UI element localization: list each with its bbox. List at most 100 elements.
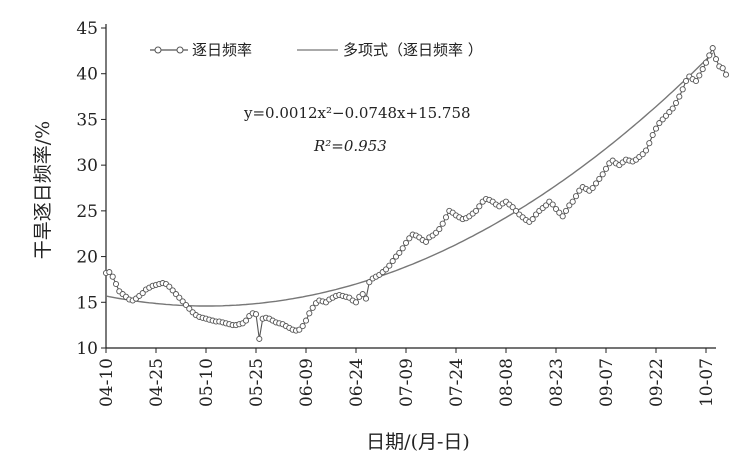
series-point bbox=[646, 140, 653, 147]
series-point bbox=[299, 323, 306, 330]
series-point bbox=[389, 258, 396, 265]
series-point bbox=[649, 131, 656, 139]
x-tick-label: 09-22 bbox=[647, 358, 667, 407]
series-point bbox=[472, 207, 480, 214]
y-tick-label: 25 bbox=[76, 202, 98, 222]
series-point bbox=[392, 253, 400, 260]
series-point bbox=[592, 180, 600, 187]
series-point bbox=[559, 213, 566, 220]
series-point bbox=[672, 99, 680, 107]
series-point bbox=[542, 202, 550, 209]
series-point bbox=[176, 294, 183, 301]
series-point bbox=[666, 109, 673, 116]
x-tick-label: 04-10 bbox=[97, 358, 117, 407]
series-point bbox=[596, 175, 603, 182]
x-tick-label: 10-07 bbox=[697, 358, 717, 407]
series-point bbox=[186, 305, 193, 312]
series-point bbox=[302, 317, 310, 324]
legend-series-marker bbox=[176, 46, 184, 54]
series-point bbox=[642, 147, 650, 154]
series-layer bbox=[102, 45, 730, 342]
series-point bbox=[692, 77, 700, 85]
series-point bbox=[359, 291, 366, 298]
x-axis-title: 日期/(月-日) bbox=[366, 431, 470, 453]
fit-layer bbox=[105, 52, 714, 307]
x-tick-label: 04-25 bbox=[147, 358, 167, 407]
series-point bbox=[679, 86, 686, 93]
x-tick-label: 05-25 bbox=[247, 358, 267, 407]
x-tick-label: 08-08 bbox=[497, 358, 517, 407]
series-point bbox=[706, 52, 713, 59]
series-line bbox=[105, 46, 727, 339]
series-point bbox=[529, 216, 536, 223]
series-point bbox=[296, 326, 303, 333]
series-point bbox=[702, 59, 710, 66]
series-point bbox=[719, 65, 726, 72]
series-point bbox=[309, 304, 316, 311]
y-tick-label: 35 bbox=[76, 110, 98, 130]
series-point bbox=[406, 235, 413, 242]
series-point bbox=[712, 56, 720, 63]
series-point bbox=[169, 287, 176, 294]
y-tick-label: 30 bbox=[76, 156, 98, 176]
series-point bbox=[656, 120, 663, 127]
y-axis-title: 干旱逐日频率/% bbox=[32, 121, 54, 259]
legend-series-marker bbox=[154, 46, 162, 54]
series-point bbox=[722, 71, 730, 78]
series-point bbox=[366, 279, 373, 286]
series-point bbox=[652, 125, 660, 132]
series-point bbox=[552, 205, 560, 213]
y-tick-label: 45 bbox=[76, 19, 98, 39]
x-tick-label: 05-10 bbox=[197, 358, 217, 407]
series-point bbox=[589, 184, 596, 192]
x-tick-label: 08-23 bbox=[547, 358, 567, 407]
series-point bbox=[182, 301, 190, 309]
x-tick-label: 06-24 bbox=[347, 358, 367, 407]
series-point bbox=[572, 193, 580, 200]
series-point bbox=[432, 229, 440, 236]
series-point bbox=[562, 207, 570, 214]
series-point bbox=[439, 220, 446, 227]
fit-curve bbox=[105, 52, 714, 307]
series-point bbox=[639, 151, 646, 158]
legend-label-fit: 多项式（逐日频率 ） bbox=[343, 41, 483, 59]
series-point bbox=[566, 202, 573, 209]
series-point bbox=[569, 198, 576, 205]
y-tick-label: 40 bbox=[76, 65, 98, 85]
series-point bbox=[662, 112, 670, 119]
legend-label-observed: 逐日频率 bbox=[192, 41, 252, 59]
series-point bbox=[549, 201, 556, 208]
series-point bbox=[599, 171, 606, 178]
series-point bbox=[362, 295, 370, 302]
series-point bbox=[709, 45, 716, 52]
x-tick-label: 09-07 bbox=[597, 358, 617, 407]
y-tick-label: 10 bbox=[76, 339, 98, 359]
r-squared: R²=0.953 bbox=[313, 137, 387, 155]
series-point bbox=[109, 273, 116, 280]
x-axis: 04-10 04-25 05-10 05-25 06-09 06-24 07-09 07-24… bbox=[97, 347, 717, 407]
series-point bbox=[682, 77, 690, 85]
series-point bbox=[306, 310, 313, 317]
x-tick-label: 06-09 bbox=[297, 358, 317, 407]
series-point bbox=[602, 165, 610, 172]
series-point bbox=[476, 203, 483, 210]
series-point bbox=[256, 335, 263, 342]
x-tick-label: 07-09 bbox=[397, 358, 417, 407]
series-point bbox=[509, 204, 516, 211]
series-point bbox=[676, 93, 683, 100]
series-point bbox=[396, 249, 403, 256]
fit-equation: y=0.0012x²−0.0748x+15.758 bbox=[243, 104, 471, 122]
y-tick-label: 20 bbox=[76, 248, 98, 268]
series-point bbox=[436, 226, 443, 233]
series-point bbox=[252, 311, 260, 318]
series-point bbox=[106, 269, 113, 276]
series-point bbox=[422, 238, 430, 245]
series-point bbox=[112, 280, 120, 288]
y-tick-label: 15 bbox=[76, 293, 98, 313]
series-point bbox=[442, 214, 450, 221]
series-point bbox=[576, 187, 583, 194]
series-point bbox=[382, 266, 390, 273]
series-point bbox=[696, 72, 703, 79]
series-point bbox=[242, 317, 250, 324]
